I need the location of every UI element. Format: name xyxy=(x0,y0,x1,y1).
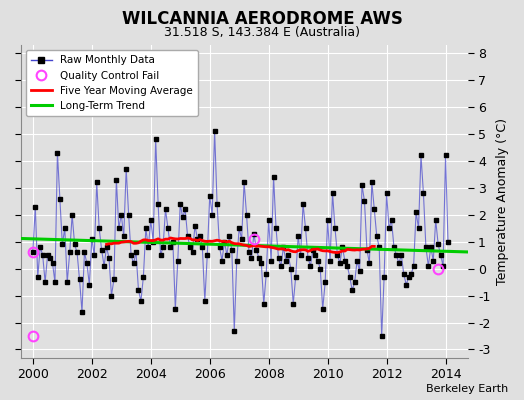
Legend: Raw Monthly Data, Quality Control Fail, Five Year Moving Average, Long-Term Tren: Raw Monthly Data, Quality Control Fail, … xyxy=(26,50,198,116)
Text: Berkeley Earth: Berkeley Earth xyxy=(426,384,508,394)
Text: WILCANNIA AERODROME AWS: WILCANNIA AERODROME AWS xyxy=(122,10,402,28)
Text: 31.518 S, 143.384 E (Australia): 31.518 S, 143.384 E (Australia) xyxy=(164,26,360,39)
Y-axis label: Temperature Anomaly (°C): Temperature Anomaly (°C) xyxy=(496,118,509,285)
